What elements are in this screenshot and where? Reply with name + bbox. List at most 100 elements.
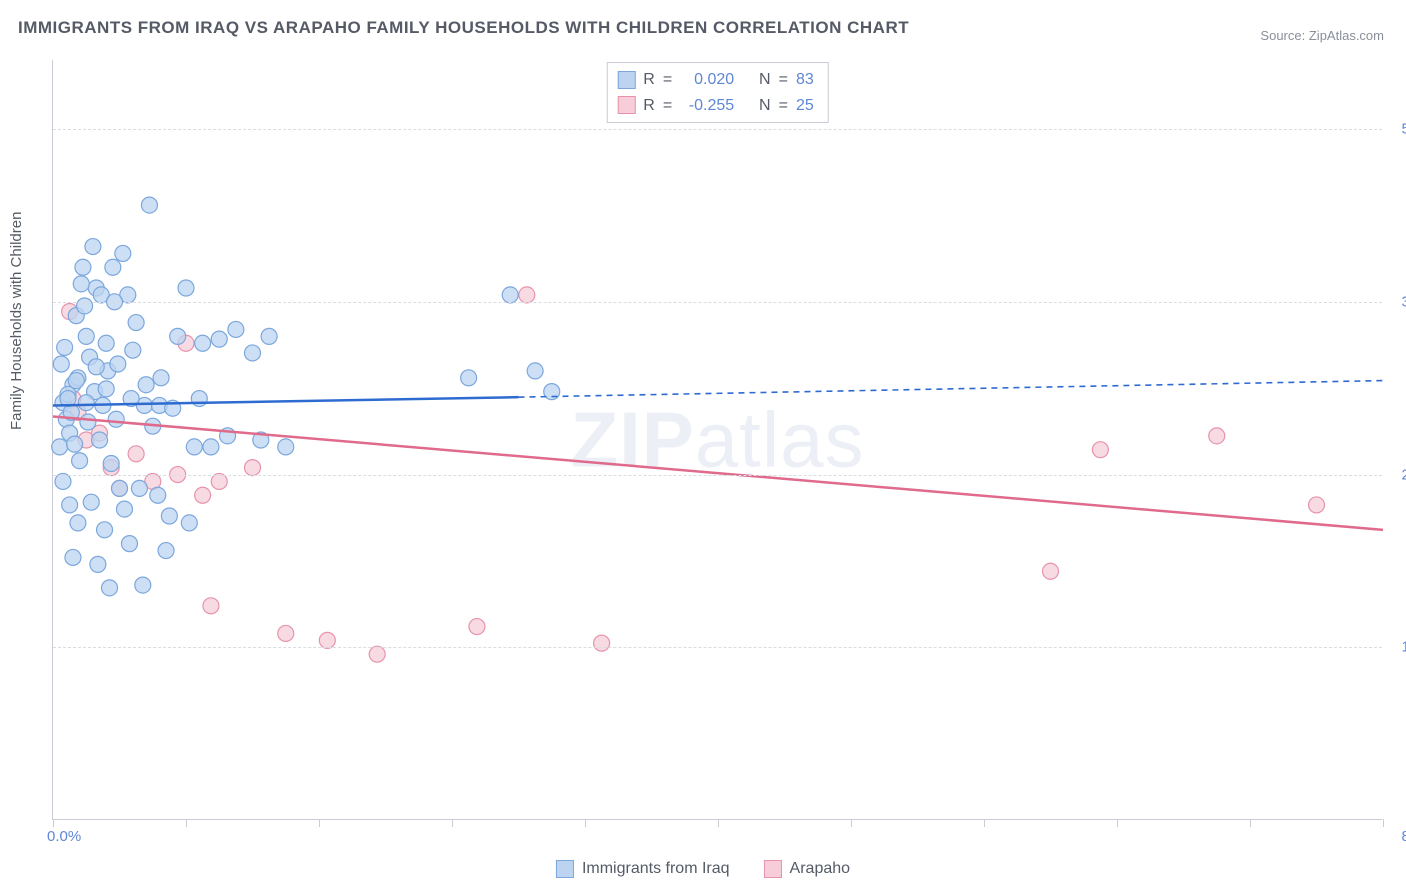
x-tick bbox=[319, 819, 320, 827]
y-axis-label: Family Households with Children bbox=[8, 212, 25, 430]
data-point bbox=[78, 328, 94, 344]
data-point bbox=[211, 331, 227, 347]
data-point bbox=[228, 321, 244, 337]
data-point bbox=[319, 632, 335, 648]
gridline bbox=[53, 302, 1382, 303]
data-point bbox=[261, 328, 277, 344]
source-label: Source: bbox=[1260, 28, 1305, 43]
data-point bbox=[195, 487, 211, 503]
data-point bbox=[502, 287, 518, 303]
data-point bbox=[1209, 428, 1225, 444]
x-tick bbox=[186, 819, 187, 827]
data-point bbox=[97, 522, 113, 538]
data-point bbox=[103, 455, 119, 471]
data-point bbox=[90, 556, 106, 572]
x-tick-label: 0.0% bbox=[47, 828, 81, 845]
data-point bbox=[195, 335, 211, 351]
data-point bbox=[121, 536, 137, 552]
data-point bbox=[102, 580, 118, 596]
x-tick bbox=[1117, 819, 1118, 827]
plot-area: ZIPatlas R = 0.020 N = 83 R = -0.255 N =… bbox=[52, 60, 1382, 820]
data-point bbox=[68, 373, 84, 389]
data-point bbox=[203, 598, 219, 614]
data-point bbox=[1043, 563, 1059, 579]
data-point bbox=[278, 625, 294, 641]
source-attribution: Source: ZipAtlas.com bbox=[1260, 28, 1384, 43]
x-tick bbox=[1250, 819, 1251, 827]
data-point bbox=[108, 411, 124, 427]
data-point bbox=[128, 315, 144, 331]
scatter-svg bbox=[53, 60, 1382, 819]
legend-item: Immigrants from Iraq bbox=[556, 860, 730, 878]
legend-label: Arapaho bbox=[790, 860, 851, 878]
y-tick-label: 50.0% bbox=[1401, 121, 1406, 138]
data-point bbox=[105, 259, 121, 275]
data-point bbox=[245, 345, 261, 361]
legend-item: Arapaho bbox=[764, 860, 851, 878]
x-tick bbox=[851, 819, 852, 827]
data-point bbox=[1309, 497, 1325, 513]
data-point bbox=[150, 487, 166, 503]
data-point bbox=[181, 515, 197, 531]
data-point bbox=[186, 439, 202, 455]
x-tick bbox=[1383, 819, 1384, 827]
data-point bbox=[83, 494, 99, 510]
data-point bbox=[1092, 442, 1108, 458]
data-point bbox=[369, 646, 385, 662]
data-point bbox=[67, 436, 83, 452]
data-point bbox=[519, 287, 535, 303]
x-tick-label: 80.0% bbox=[1401, 828, 1406, 845]
data-point bbox=[98, 381, 114, 397]
chart-title: IMMIGRANTS FROM IRAQ VS ARAPAHO FAMILY H… bbox=[18, 18, 909, 38]
data-point bbox=[70, 515, 86, 531]
data-point bbox=[80, 414, 96, 430]
gridline bbox=[53, 647, 1382, 648]
data-point bbox=[211, 473, 227, 489]
data-point bbox=[135, 577, 151, 593]
data-point bbox=[85, 239, 101, 255]
data-point bbox=[153, 370, 169, 386]
data-point bbox=[245, 460, 261, 476]
y-tick-label: 12.5% bbox=[1401, 639, 1406, 656]
data-point bbox=[131, 480, 147, 496]
data-point bbox=[72, 453, 88, 469]
data-point bbox=[110, 356, 126, 372]
data-point bbox=[141, 197, 157, 213]
data-point bbox=[65, 549, 81, 565]
x-tick bbox=[585, 819, 586, 827]
data-point bbox=[203, 439, 219, 455]
data-point bbox=[62, 497, 78, 513]
x-tick bbox=[53, 819, 54, 827]
data-point bbox=[88, 359, 104, 375]
data-point bbox=[469, 619, 485, 635]
data-point bbox=[55, 473, 71, 489]
data-point bbox=[158, 543, 174, 559]
data-point bbox=[461, 370, 477, 386]
data-point bbox=[116, 501, 132, 517]
data-point bbox=[75, 259, 91, 275]
data-point bbox=[138, 377, 154, 393]
data-point bbox=[52, 439, 68, 455]
x-tick bbox=[718, 819, 719, 827]
swatch-icon bbox=[764, 860, 782, 878]
data-point bbox=[594, 635, 610, 651]
series-legend: Immigrants from Iraq Arapaho bbox=[556, 860, 850, 878]
data-point bbox=[115, 245, 131, 261]
data-point bbox=[73, 276, 89, 292]
legend-label: Immigrants from Iraq bbox=[582, 860, 730, 878]
data-point bbox=[92, 432, 108, 448]
swatch-icon bbox=[556, 860, 574, 878]
data-point bbox=[77, 298, 93, 314]
data-point bbox=[112, 480, 128, 496]
data-point bbox=[278, 439, 294, 455]
data-point bbox=[161, 508, 177, 524]
data-point bbox=[57, 339, 73, 355]
data-point bbox=[125, 342, 141, 358]
y-tick-label: 37.5% bbox=[1401, 293, 1406, 310]
data-point bbox=[527, 363, 543, 379]
gridline bbox=[53, 129, 1382, 130]
source-link[interactable]: ZipAtlas.com bbox=[1309, 28, 1384, 43]
x-tick bbox=[452, 819, 453, 827]
trend-line bbox=[519, 381, 1384, 398]
data-point bbox=[170, 328, 186, 344]
